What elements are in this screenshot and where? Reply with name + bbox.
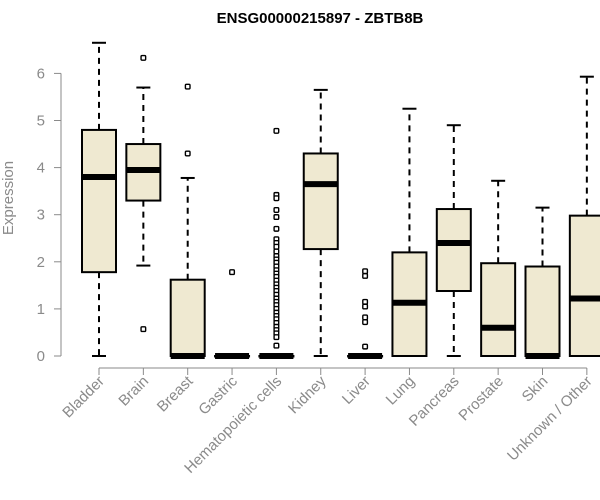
box-iqr <box>435 208 472 293</box>
x-tick-label: Skin <box>519 373 552 406</box>
outlier-point <box>140 54 147 61</box>
outlier-point <box>273 334 280 341</box>
box-iqr <box>302 152 339 251</box>
x-tick-label: Unknown / Other <box>504 373 596 465</box>
outlier-point <box>184 83 191 90</box>
x-tick-label: Liver <box>339 373 374 408</box>
y-axis-label: Expression <box>0 161 17 235</box>
outlier-point <box>362 268 369 275</box>
y-tick-label: 0 <box>37 348 45 365</box>
x-tick-label: Brain <box>115 373 152 410</box>
x-tick-label: Kidney <box>285 372 330 417</box>
outlier-point <box>362 343 369 350</box>
box-prostate <box>480 179 517 358</box>
plot-area <box>81 41 600 359</box>
outlier-point <box>273 342 280 349</box>
box-iqr <box>480 262 517 358</box>
y-tick-label: 5 <box>37 113 45 130</box>
box-hematopoietic-cells <box>258 127 295 359</box>
x-tick-label: Lung <box>383 373 419 409</box>
x-tick-label: Breast <box>154 372 197 415</box>
x-tick-label: Prostate <box>455 373 507 425</box>
y-tick-label: 6 <box>37 65 45 82</box>
y-tick-label: 2 <box>37 254 45 271</box>
box-breast <box>169 83 206 359</box>
box-lung <box>391 107 428 358</box>
outlier-point <box>140 326 147 333</box>
outlier-point <box>362 272 369 279</box>
outlier-point <box>273 243 280 250</box>
outlier-point <box>273 248 280 255</box>
y-tick-label: 3 <box>37 207 45 224</box>
outlier-point <box>362 319 369 326</box>
y-axis: 0 1 2 3 4 5 6 <box>37 65 62 365</box>
outlier-point <box>273 127 280 134</box>
outlier-point <box>184 150 191 157</box>
outlier-point <box>362 314 369 321</box>
x-tick-label: Bladder <box>59 373 108 422</box>
box-iqr <box>524 265 561 358</box>
box-gastric <box>214 269 251 359</box>
box-iqr <box>169 278 206 357</box>
outlier-point <box>229 269 236 276</box>
y-tick-label: 1 <box>37 301 45 318</box>
chart-title: ENSG00000215897 - ZBTB8B <box>217 10 424 27</box>
box-iqr <box>568 214 600 357</box>
outlier-point <box>273 195 280 202</box>
box-liver <box>347 268 384 359</box>
box-iqr <box>81 128 117 274</box>
outlier-point <box>273 206 280 213</box>
y-tick-label: 4 <box>37 160 45 177</box>
box-bladder <box>81 41 117 357</box>
box-skin <box>524 206 561 359</box>
outlier-point <box>273 225 280 232</box>
box-pancreas <box>435 124 472 357</box>
outlier-point <box>273 214 280 221</box>
box-unknown-other <box>568 75 600 357</box>
outlier-point <box>362 298 369 305</box>
outlier-point <box>362 303 369 310</box>
box-brain <box>125 54 162 333</box>
box-kidney <box>302 88 339 357</box>
